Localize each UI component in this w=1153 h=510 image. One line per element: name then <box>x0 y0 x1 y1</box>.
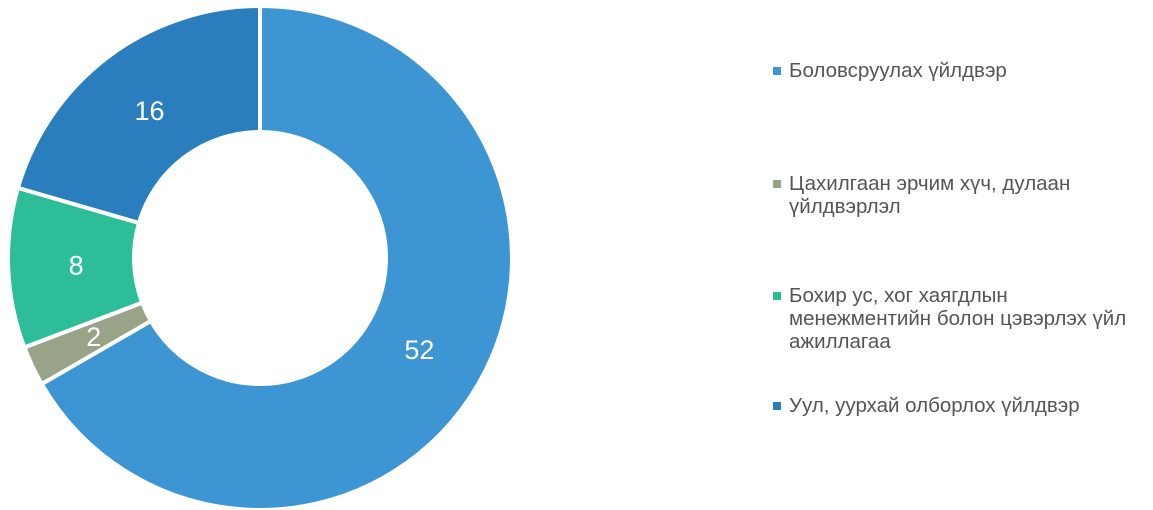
donut-data-labels: 52 2 8 16 <box>69 96 435 365</box>
data-label-manufacturing: 52 <box>404 335 434 365</box>
legend-swatch <box>773 180 781 188</box>
legend-label: Уул, уурхай олборлох үйлдвэр <box>789 394 1080 417</box>
legend-label: Цахилгаан эрчим хүч, дулаан үйлдвэрлэл <box>789 172 1071 218</box>
legend-label: Боловсруулах үйлдвэр <box>789 59 1007 82</box>
donut-slices <box>6 3 514 510</box>
legend-swatch <box>773 292 781 300</box>
donut-slice-manufacturing <box>39 3 514 510</box>
donut-slice-mining <box>15 3 262 226</box>
legend-item-mining: Уул, уурхай олборлох үйлдвэр <box>773 394 1148 417</box>
legend-swatch <box>773 402 781 410</box>
legend-item-waste-water: Бохир ус, хог хаягдлын менежментийн боло… <box>773 284 1148 353</box>
legend-swatch <box>773 67 781 75</box>
data-label-waste-water: 8 <box>69 250 84 280</box>
chart-legend: Боловсруулах үйлдвэр Цахилгаан эрчим хүч… <box>773 0 1153 510</box>
legend-item-manufacturing: Боловсруулах үйлдвэр <box>773 59 1148 82</box>
legend-label: Бохир ус, хог хаягдлын менежментийн боло… <box>789 284 1127 353</box>
data-label-electricity: 2 <box>86 322 101 352</box>
data-label-mining: 16 <box>134 96 164 126</box>
legend-item-electricity: Цахилгаан эрчим хүч, дулаан үйлдвэрлэл <box>773 172 1148 218</box>
